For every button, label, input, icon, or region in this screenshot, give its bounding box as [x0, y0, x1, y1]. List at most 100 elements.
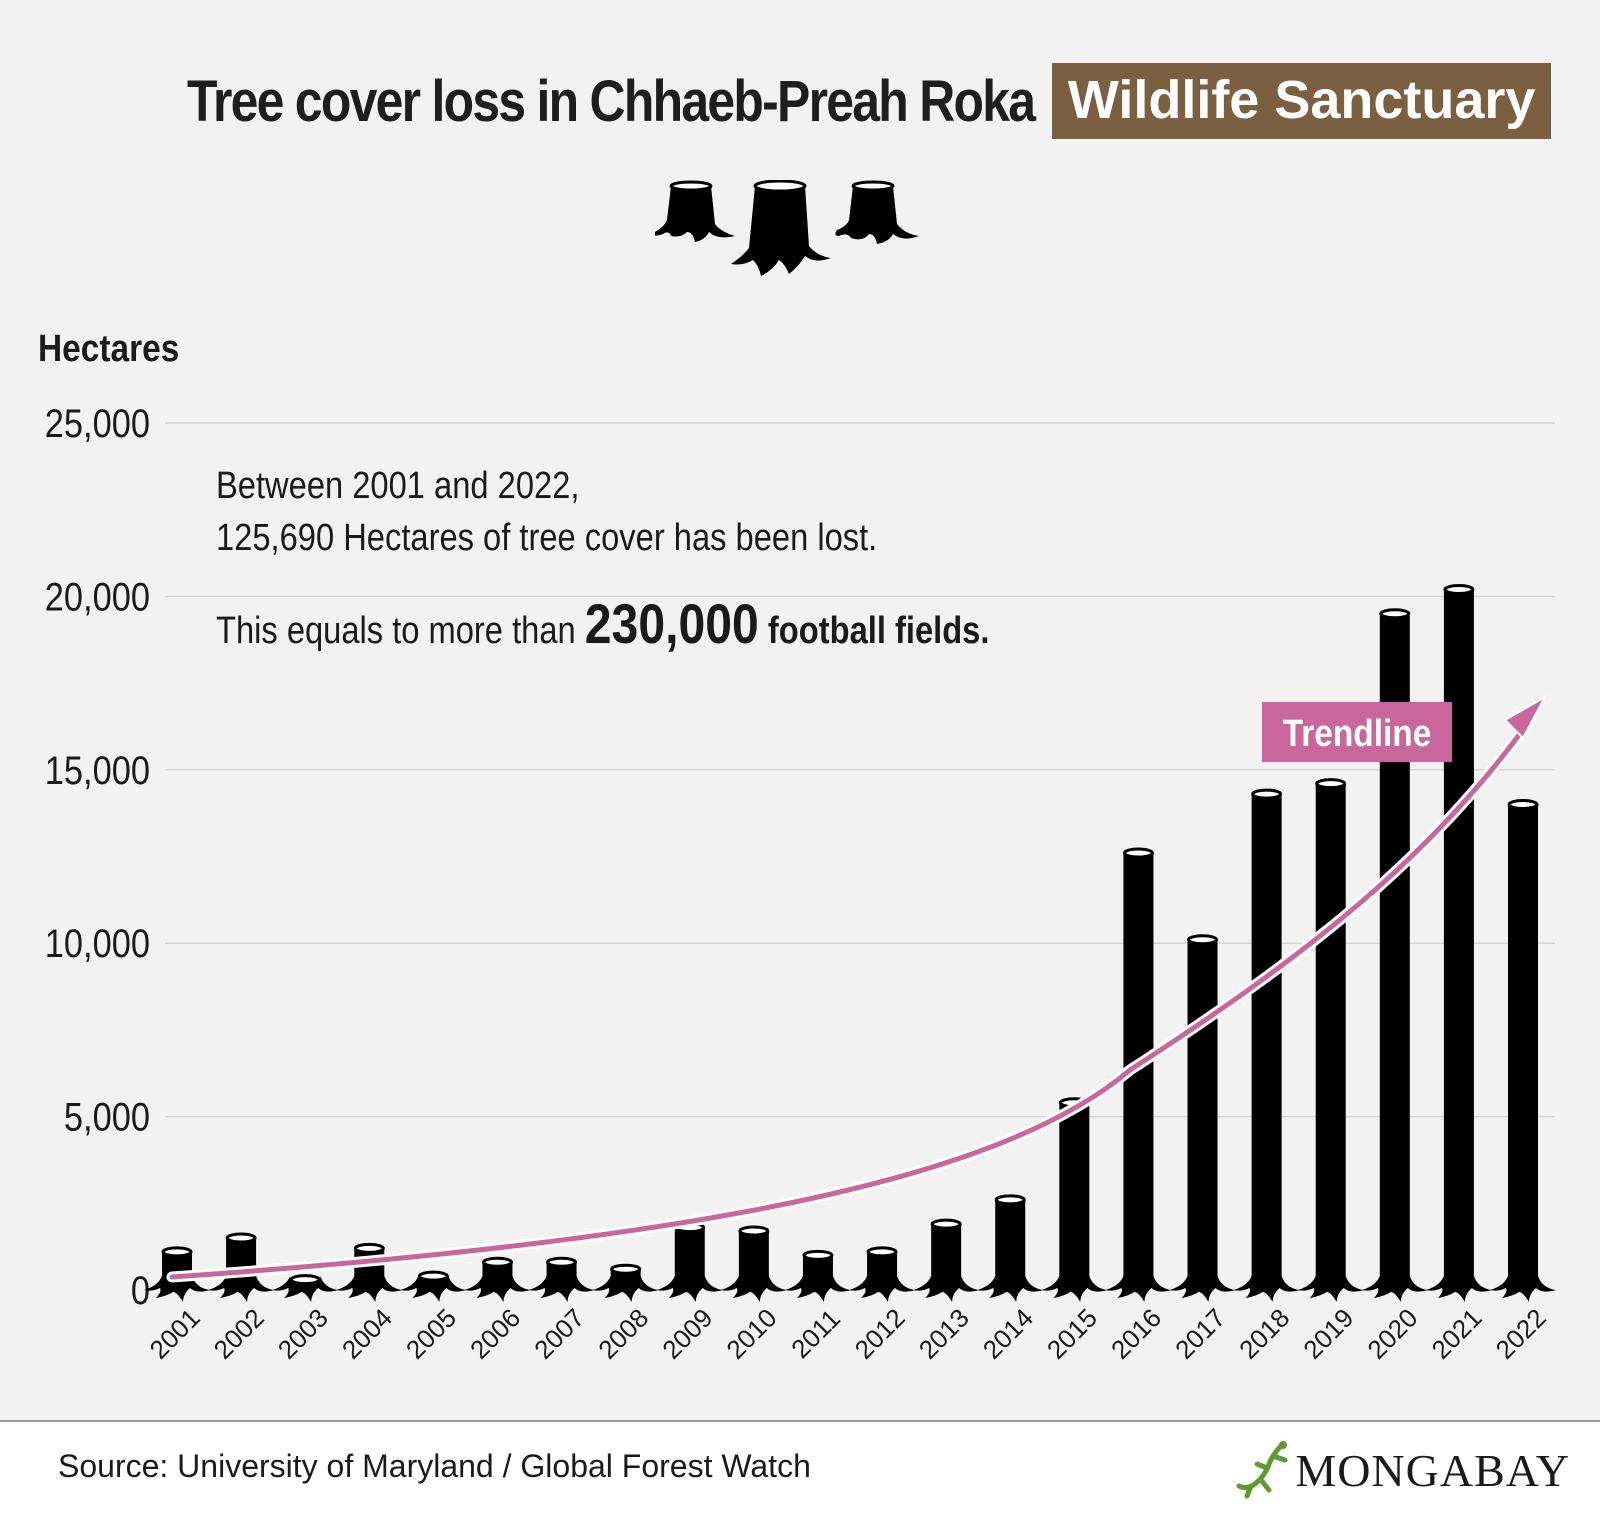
- stump-top: [1251, 788, 1283, 800]
- stump-top: [546, 1256, 578, 1268]
- bar-2007: [528, 1256, 595, 1302]
- x-tick-label: 2002: [208, 1303, 270, 1365]
- trendline-label: Trendline: [1283, 712, 1432, 754]
- page-title: Tree cover loss in Chhaeb-Preah Roka: [186, 68, 1035, 134]
- bar-2008: [592, 1263, 659, 1302]
- bar-2020: [1361, 608, 1428, 1302]
- annotation-line-2: 125,690 Hectares of tree cover has been …: [216, 517, 878, 559]
- bar-body: [1425, 589, 1492, 1302]
- stump-top: [1379, 608, 1411, 620]
- title-row: Tree cover loss in Chhaeb-Preah Roka Wil…: [0, 56, 1600, 146]
- bar-2016: [1105, 847, 1172, 1302]
- x-tick-label: 2015: [1041, 1303, 1103, 1365]
- y-tick-label: 10,000: [45, 921, 150, 966]
- x-tick-label: 2007: [528, 1303, 590, 1365]
- annotation-line-3: This equals to more than 230,000 footbal…: [216, 596, 990, 657]
- annotation-suffix: football fields.: [758, 610, 990, 652]
- y-tick-label: 15,000: [45, 747, 150, 792]
- bar-2004: [336, 1242, 403, 1302]
- bar-2022: [1490, 798, 1556, 1302]
- x-tick-label: 2016: [1105, 1303, 1167, 1365]
- bar-body: [784, 1255, 851, 1302]
- bar-2009: [656, 1222, 723, 1302]
- stump-top: [161, 1246, 193, 1258]
- bar-2011: [784, 1249, 851, 1302]
- stump-top: [866, 1246, 898, 1258]
- bar-body: [849, 1251, 916, 1302]
- stump-top: [1122, 847, 1154, 859]
- bar-2018: [1233, 788, 1300, 1302]
- bar-body: [464, 1262, 531, 1302]
- x-tick-label: 2018: [1233, 1303, 1295, 1365]
- bar-2014: [977, 1194, 1044, 1302]
- gecko-logo-icon: [1236, 1441, 1288, 1499]
- tree-stumps-icon: [655, 180, 919, 276]
- footer: Source: University of Maryland / Global …: [0, 1422, 1600, 1518]
- x-tick-label: 2011: [785, 1303, 846, 1364]
- bar-body: [913, 1224, 980, 1302]
- bar-body: [1361, 613, 1428, 1302]
- x-tick-label: 2010: [720, 1303, 782, 1365]
- annotation-prefix: This equals to more than: [216, 610, 585, 652]
- bar-2021: [1425, 583, 1492, 1302]
- bar-2019: [1297, 778, 1364, 1302]
- bar-2017: [1169, 934, 1236, 1302]
- x-tick-label: 2022: [1490, 1303, 1552, 1365]
- stump-top: [738, 1225, 770, 1237]
- bar-body: [528, 1262, 595, 1302]
- bar-chart: 0 5,000 10,000 15,000 20,000 25,000 Trendline…: [45, 401, 1556, 1365]
- stump-top: [417, 1270, 449, 1282]
- trendline-arrowhead: [1503, 694, 1548, 740]
- x-tick-label: 2014: [977, 1303, 1039, 1365]
- bar-2010: [720, 1225, 787, 1302]
- x-tick-label: 2004: [336, 1303, 398, 1365]
- bar-body: [1297, 783, 1364, 1302]
- x-tick-label: 2009: [656, 1303, 718, 1365]
- bar-body: [1233, 794, 1300, 1302]
- brand-name: MONGABAY: [1295, 1444, 1570, 1496]
- y-tick-label: 20,000: [45, 574, 150, 619]
- stump-top: [289, 1274, 321, 1286]
- stump-top: [610, 1263, 642, 1275]
- bar-2005: [400, 1270, 467, 1302]
- bar-body: [1490, 804, 1556, 1302]
- bar-body: [592, 1269, 659, 1302]
- stump-top: [994, 1194, 1026, 1206]
- football-fields-count: 230,000: [584, 592, 759, 655]
- stump-top: [1315, 778, 1347, 790]
- trendline-label-box: [1262, 702, 1452, 762]
- y-tick-label: 5,000: [64, 1094, 150, 1139]
- bar-2012: [849, 1246, 916, 1302]
- stump-top: [1507, 798, 1539, 810]
- bar-body: [1041, 1102, 1108, 1302]
- bar-body: [977, 1199, 1044, 1302]
- x-tick-label: 2006: [464, 1303, 526, 1365]
- x-tick-label: 2019: [1297, 1303, 1359, 1365]
- annotation-line-1: Between 2001 and 2022,: [216, 465, 580, 507]
- bar-body: [1105, 853, 1172, 1302]
- stump-top: [802, 1249, 834, 1261]
- x-tick-label: 2003: [272, 1303, 334, 1365]
- y-axis-label: Hectares: [38, 328, 180, 370]
- brand-logo: MONGABAY: [1233, 1440, 1570, 1500]
- x-tick-label: 2012: [849, 1303, 911, 1365]
- bar-body: [656, 1227, 723, 1302]
- stump-top: [930, 1218, 962, 1230]
- footer-divider: [0, 1420, 1600, 1422]
- annotation-text: Between 2001 and 2022, 125,690 Hectares …: [216, 460, 990, 657]
- x-tick-label: 2013: [913, 1303, 975, 1365]
- source-credit: Source: University of Maryland / Global …: [58, 1448, 811, 1484]
- y-tick-label: 25,000: [45, 401, 150, 446]
- bar-body: [1169, 939, 1236, 1302]
- x-tick-label: 2020: [1361, 1303, 1423, 1365]
- bar-body: [720, 1231, 787, 1302]
- stump-top: [1187, 934, 1219, 946]
- bar-2015: [1041, 1097, 1108, 1302]
- bar-body: [272, 1276, 339, 1302]
- stump-top: [353, 1242, 385, 1254]
- stump-top: [481, 1256, 513, 1268]
- x-tick-label: 2017: [1169, 1303, 1231, 1365]
- x-tick-label: 2008: [592, 1303, 654, 1365]
- bar-2006: [464, 1256, 531, 1302]
- stump-top: [1443, 583, 1475, 595]
